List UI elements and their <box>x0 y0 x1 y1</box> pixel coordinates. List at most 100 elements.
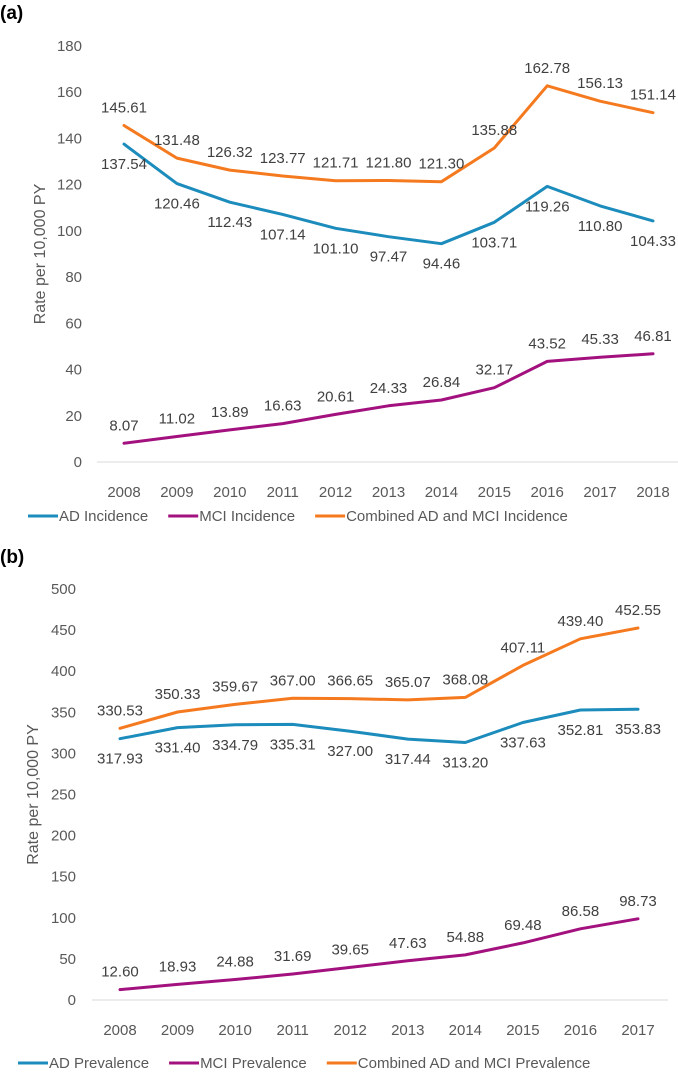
data-label-combined: 365.07 <box>385 674 431 691</box>
y-axis-title: Rate per 10,000 PY <box>25 724 42 865</box>
data-label-ad: 94.46 <box>423 256 461 273</box>
x-tick-label: 2016 <box>564 1022 597 1039</box>
x-tick-label: 2009 <box>161 1022 194 1039</box>
data-label-mci: 47.63 <box>389 935 427 952</box>
y-tick-label: 100 <box>57 223 82 240</box>
data-label-combined: 126.32 <box>207 144 253 161</box>
y-axis-title: Rate per 10,000 PY <box>32 183 49 324</box>
data-label-mci: 26.84 <box>423 374 461 391</box>
data-label-mci: 8.07 <box>109 417 138 434</box>
data-label-combined: 135.88 <box>471 122 517 139</box>
y-tick-label: 40 <box>65 362 82 379</box>
series-line-ad <box>118 707 640 744</box>
data-label-mci: 18.93 <box>159 958 197 975</box>
y-tick-label: 200 <box>51 828 76 845</box>
y-tick-label: 140 <box>57 130 82 147</box>
data-label-combined: 162.78 <box>524 60 570 77</box>
x-tick-label: 2008 <box>107 484 140 501</box>
data-label-mci: 16.63 <box>264 398 302 415</box>
y-tick-label: 400 <box>51 663 76 680</box>
legend-label-ad: AD Incidence <box>59 508 148 525</box>
y-tick-label: 120 <box>57 177 82 194</box>
data-label-ad: 120.46 <box>154 196 200 213</box>
data-label-ad: 335.31 <box>270 736 316 753</box>
x-tick-label: 2016 <box>531 484 564 501</box>
data-label-ad: 104.33 <box>630 233 676 250</box>
data-label-combined: 131.48 <box>154 132 200 149</box>
x-tick-label: 2013 <box>391 1022 424 1039</box>
legend-label-combined: Combined AD and MCI Prevalence <box>358 1055 591 1072</box>
x-tick-label: 2017 <box>583 484 616 501</box>
data-label-ad: 352.81 <box>557 722 603 739</box>
data-label-ad: 331.40 <box>155 740 201 757</box>
x-tick-label: 2009 <box>160 484 193 501</box>
data-label-ad: 101.10 <box>313 240 359 257</box>
data-label-ad: 317.93 <box>97 751 143 768</box>
legend-label-mci: MCI Prevalence <box>200 1055 307 1072</box>
data-label-mci: 86.58 <box>562 903 600 920</box>
y-tick-label: 0 <box>74 454 82 471</box>
y-tick-label: 450 <box>51 622 76 639</box>
data-label-mci: 39.65 <box>331 941 369 958</box>
y-tick-label: 300 <box>51 745 76 762</box>
data-label-mci: 12.60 <box>101 964 139 981</box>
y-tick-label: 60 <box>65 315 82 332</box>
x-tick-label: 2018 <box>636 484 669 501</box>
legend-label-ad: AD Prevalence <box>49 1055 149 1072</box>
x-tick-label: 2017 <box>621 1022 654 1039</box>
data-label-ad: 119.26 <box>525 198 570 215</box>
y-tick-label: 100 <box>51 910 76 927</box>
panel-label: (a) <box>0 3 23 24</box>
series-line-mci <box>122 352 655 445</box>
x-tick-label: 2008 <box>103 1022 136 1039</box>
y-tick-label: 160 <box>57 84 82 101</box>
series-line-mci <box>118 917 640 992</box>
y-tick-label: 20 <box>65 408 82 425</box>
data-label-combined: 359.67 <box>212 678 258 695</box>
x-tick-label: 2013 <box>372 484 405 501</box>
x-tick-label: 2015 <box>478 484 511 501</box>
data-label-ad: 103.71 <box>471 234 517 251</box>
x-tick-label: 2010 <box>218 1022 251 1039</box>
data-label-combined: 368.08 <box>442 671 488 688</box>
data-label-combined: 121.30 <box>418 156 464 173</box>
data-label-ad: 110.80 <box>578 218 623 235</box>
data-label-mci: 45.33 <box>581 331 619 348</box>
data-label-mci: 54.88 <box>447 929 485 946</box>
x-tick-label: 2012 <box>334 1022 367 1039</box>
x-tick-label: 2014 <box>449 1022 482 1039</box>
x-tick-label: 2011 <box>277 1022 309 1039</box>
data-label-mci: 31.69 <box>274 948 312 965</box>
data-label-mci: 11.02 <box>159 411 195 428</box>
data-label-combined: 121.71 <box>313 155 359 172</box>
data-label-ad: 313.20 <box>442 755 488 772</box>
y-tick-label: 350 <box>51 704 76 721</box>
legend-label-combined: Combined AD and MCI Incidence <box>346 508 568 525</box>
data-label-mci: 69.48 <box>504 917 542 934</box>
data-label-ad: 337.63 <box>500 734 546 751</box>
data-label-mci: 32.17 <box>476 362 514 379</box>
panel-label: (b) <box>0 547 24 568</box>
legend-label-mci: MCI Incidence <box>199 508 295 525</box>
y-tick-label: 0 <box>68 992 76 1009</box>
y-tick-label: 500 <box>51 581 76 598</box>
data-label-ad: 97.47 <box>370 249 408 266</box>
x-tick-label: 2011 <box>267 484 299 501</box>
y-tick-label: 180 <box>57 38 82 55</box>
data-label-combined: 367.00 <box>270 672 316 689</box>
data-label-mci: 46.81 <box>634 328 672 345</box>
data-label-ad: 334.79 <box>212 737 258 754</box>
data-label-mci: 13.89 <box>211 404 249 421</box>
x-tick-label: 2015 <box>506 1022 539 1039</box>
data-label-combined: 145.61 <box>101 99 147 116</box>
x-tick-label: 2012 <box>319 484 352 501</box>
data-label-mci: 43.52 <box>528 335 566 352</box>
x-tick-label: 2010 <box>213 484 246 501</box>
data-label-combined: 121.80 <box>366 155 412 172</box>
data-label-combined: 407.11 <box>501 639 546 656</box>
x-tick-label: 2014 <box>425 484 458 501</box>
data-label-combined: 123.77 <box>260 150 306 167</box>
data-label-ad: 327.00 <box>327 743 373 760</box>
data-label-combined: 330.53 <box>97 702 143 719</box>
y-tick-label: 150 <box>51 869 76 886</box>
